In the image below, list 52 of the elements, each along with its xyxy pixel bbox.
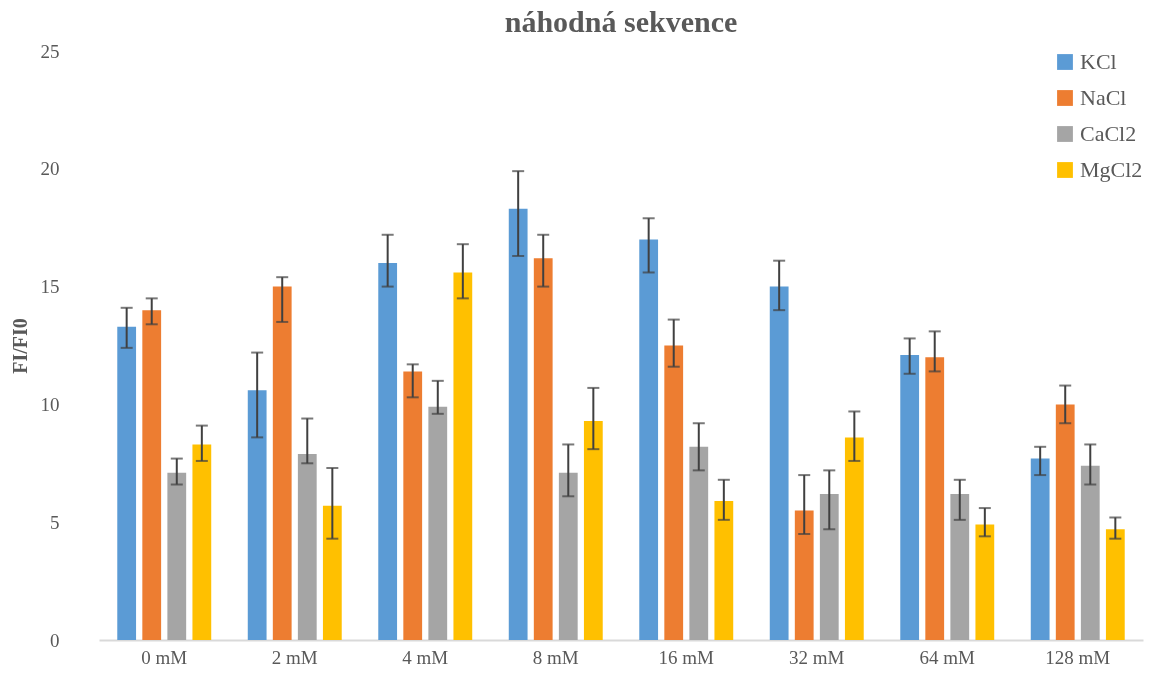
bar bbox=[297, 453, 317, 640]
legend-label: NaCl bbox=[1080, 85, 1127, 110]
y-tick-label: 5 bbox=[50, 511, 60, 533]
bar bbox=[1055, 404, 1075, 640]
bar bbox=[925, 357, 945, 640]
bar bbox=[167, 472, 187, 640]
bar bbox=[117, 326, 137, 640]
bar bbox=[639, 239, 659, 640]
bar bbox=[192, 444, 212, 640]
legend-label: KCl bbox=[1080, 49, 1117, 74]
bar bbox=[950, 493, 970, 640]
bar bbox=[508, 208, 528, 640]
bar bbox=[1080, 465, 1100, 640]
bar bbox=[558, 472, 578, 640]
x-tick-label: 4 mM bbox=[402, 646, 449, 668]
bar bbox=[794, 510, 814, 640]
x-tick-label: 128 mM bbox=[1045, 646, 1111, 668]
bar bbox=[428, 406, 448, 640]
legend-label: MgCl2 bbox=[1080, 157, 1143, 182]
bar bbox=[533, 258, 553, 640]
y-tick-label: 0 bbox=[50, 629, 60, 651]
y-tick-label: 25 bbox=[40, 40, 60, 62]
y-tick-label: 10 bbox=[40, 393, 60, 415]
bar bbox=[583, 420, 603, 640]
bar bbox=[769, 286, 789, 640]
bar bbox=[714, 501, 734, 640]
x-tick-label: 2 mM bbox=[271, 646, 318, 668]
y-axis-title: FI/FI0 bbox=[8, 318, 31, 374]
x-tick-label: 32 mM bbox=[789, 646, 845, 668]
chart-title: náhodná sekvence bbox=[504, 5, 738, 38]
bar bbox=[975, 524, 995, 640]
bar bbox=[403, 371, 423, 640]
x-tick-label: 16 mM bbox=[658, 646, 715, 668]
bar bbox=[247, 390, 267, 640]
bar bbox=[453, 272, 473, 640]
bar bbox=[378, 263, 398, 640]
x-tick-label: 8 mM bbox=[532, 646, 579, 668]
bar bbox=[664, 345, 684, 640]
bar bbox=[819, 493, 839, 640]
x-tick-label: 0 mM bbox=[141, 646, 188, 668]
bar bbox=[1105, 529, 1125, 640]
y-tick-label: 15 bbox=[40, 276, 60, 298]
x-tick-label: 64 mM bbox=[919, 646, 976, 668]
bar bbox=[142, 310, 162, 640]
bar bbox=[1030, 458, 1050, 640]
legend-label: CaCl2 bbox=[1080, 121, 1137, 146]
bar bbox=[272, 286, 292, 640]
bar bbox=[844, 437, 864, 640]
bar bbox=[689, 446, 709, 640]
y-tick-label: 20 bbox=[40, 158, 60, 180]
bar bbox=[322, 505, 342, 640]
bar bbox=[900, 354, 920, 640]
